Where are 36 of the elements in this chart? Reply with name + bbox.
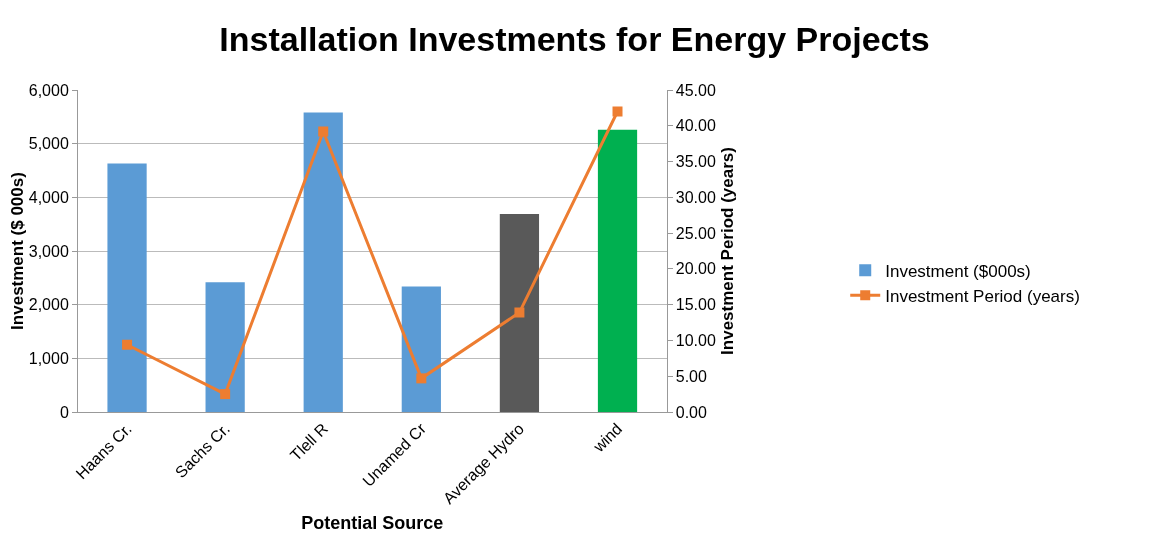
point [318,126,329,137]
y-tick-label: 4,000 [28,188,69,206]
y2-tick-label: 25.00 [675,224,716,242]
y2-tick-label: 0.00 [675,403,707,421]
y2-tick-label: 40.00 [675,117,716,135]
y2-tick-label: 10.00 [675,332,716,350]
bar [597,129,638,412]
point [220,389,231,400]
y2-tick-label: 35.00 [675,153,716,171]
y-tick-label: 1,000 [28,349,69,367]
y2-tick-label: 5.00 [675,367,707,385]
point [514,307,525,318]
legend-label: Investment Period (years) [885,286,1080,306]
bar [499,213,540,412]
y-tick-label: 0 [59,403,69,421]
legend-label: Investment ($000s) [885,261,1031,281]
y-axis-title: Investment ($ 000s) [7,172,27,330]
point [122,339,133,350]
bar [401,286,441,412]
y2-axis-title: Investment Period (years) [717,147,737,355]
point [416,373,427,384]
y2-tick-label: 30.00 [675,188,716,206]
bar [205,282,245,412]
bar [107,163,147,412]
x-tick-label: Tlell R [286,419,332,465]
bar [303,112,343,412]
point [612,106,623,117]
y2-tick-label: 45.00 [675,81,716,99]
y2-tick-label: 20.00 [675,260,716,278]
y-tick-label: 5,000 [28,135,69,153]
y-tick-label: 6,000 [28,81,69,99]
chart-title: Installation Investments for Energy Projects [219,19,930,58]
y-tick-label: 3,000 [28,242,69,260]
y2-tick-label: 15.00 [675,296,716,314]
y-tick-label: 2,000 [28,296,69,314]
x-axis-title: Potential Source [301,513,444,534]
